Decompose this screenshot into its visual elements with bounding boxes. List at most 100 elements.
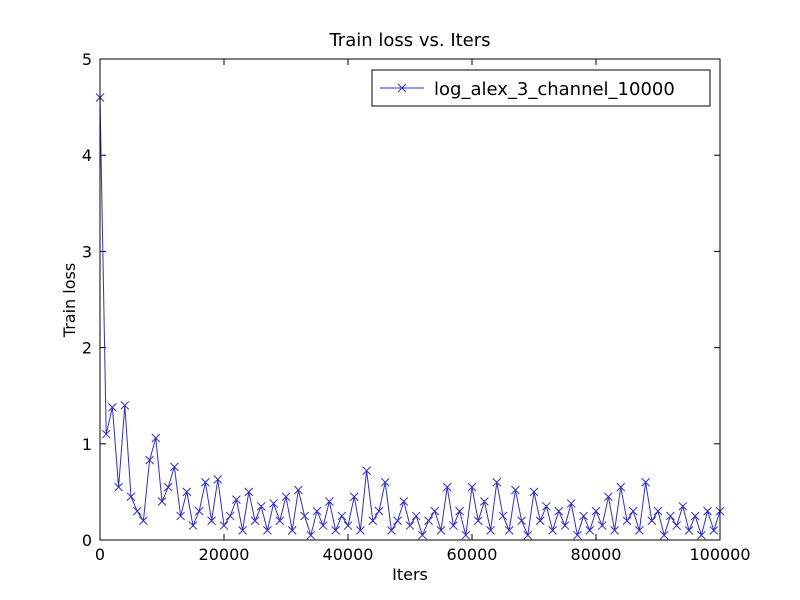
- legend-label: log_alex_3_channel_10000: [434, 79, 675, 100]
- marker: [387, 526, 396, 535]
- marker: [653, 506, 663, 516]
- y-tick-label: 4: [82, 146, 92, 165]
- marker: [616, 482, 626, 492]
- marker: [275, 516, 285, 526]
- marker: [449, 521, 458, 530]
- marker: [269, 499, 278, 508]
- marker: [535, 516, 545, 526]
- marker: [604, 492, 613, 502]
- y-tick-label: 1: [82, 435, 92, 454]
- y-tick-label: 2: [82, 339, 92, 358]
- marker: [201, 477, 210, 487]
- marker: [672, 521, 681, 530]
- marker: [182, 487, 192, 497]
- marker: [368, 516, 378, 526]
- marker: [114, 482, 123, 492]
- marker: [511, 485, 520, 495]
- marker: [194, 506, 204, 516]
- marker: [207, 516, 216, 526]
- marker: [349, 492, 359, 502]
- marker: [244, 487, 254, 497]
- marker: [566, 499, 576, 508]
- marker: [430, 506, 440, 516]
- marker: [362, 466, 371, 476]
- marker: [442, 482, 452, 492]
- x-tick-label: 20000: [199, 545, 250, 564]
- marker: [690, 511, 700, 521]
- marker: [628, 506, 638, 516]
- marker: [120, 400, 130, 410]
- marker: [157, 497, 167, 506]
- marker: [238, 526, 247, 535]
- marker: [697, 530, 706, 540]
- marker: [405, 521, 415, 530]
- plot-frame: [99, 58, 721, 541]
- marker: [411, 511, 421, 521]
- marker: [145, 455, 154, 465]
- x-tick-label: 80000: [571, 545, 622, 564]
- marker: [554, 506, 564, 516]
- chart-title: Train loss vs. Iters: [328, 30, 490, 51]
- marker: [126, 492, 136, 502]
- marker: [529, 487, 539, 497]
- marker: [709, 526, 719, 535]
- marker: [176, 511, 185, 521]
- marker: [132, 506, 142, 516]
- marker: [635, 526, 644, 535]
- marker: [170, 462, 179, 472]
- x-tick-label: 100000: [689, 545, 750, 564]
- marker: [250, 516, 260, 526]
- marker: [343, 521, 353, 530]
- marker: [461, 530, 471, 540]
- marker: [213, 475, 223, 484]
- marker: [579, 511, 588, 521]
- x-tick-label: 0: [95, 545, 105, 564]
- marker: [188, 521, 198, 530]
- marker: [659, 530, 669, 540]
- marker: [560, 521, 570, 530]
- x-axis-label: Iters: [392, 565, 428, 584]
- marker: [374, 506, 384, 516]
- marker: [232, 495, 241, 504]
- marker: [256, 501, 266, 511]
- marker: [573, 530, 582, 540]
- marker: [399, 497, 409, 506]
- marker: [151, 433, 161, 443]
- marker: [325, 497, 334, 506]
- marker: [684, 526, 694, 535]
- y-tick-label: 3: [82, 242, 92, 261]
- marker: [641, 477, 650, 487]
- marker: [492, 477, 502, 487]
- marker: [597, 521, 607, 530]
- marker: [294, 485, 303, 495]
- marker: [101, 429, 111, 439]
- marker: [356, 526, 365, 535]
- marker: [647, 516, 657, 526]
- marker: [397, 83, 407, 93]
- marker: [139, 516, 148, 526]
- marker: [585, 526, 595, 535]
- marker: [666, 511, 675, 521]
- marker: [108, 402, 117, 412]
- marker: [523, 530, 533, 540]
- x-tick-label: 60000: [447, 545, 498, 564]
- marker: [591, 506, 601, 516]
- marker: [306, 530, 316, 540]
- marker: [498, 511, 508, 521]
- marker: [393, 516, 402, 526]
- marker: [703, 506, 712, 516]
- marker: [281, 492, 291, 502]
- marker: [622, 516, 632, 526]
- marker: [263, 526, 272, 535]
- marker: [331, 526, 340, 535]
- marker: [486, 526, 495, 535]
- marker: [312, 506, 322, 516]
- marker: [287, 526, 297, 535]
- marker: [610, 526, 619, 535]
- marker: [467, 482, 477, 492]
- marker: [424, 516, 433, 526]
- markers: [95, 93, 725, 540]
- marker: [517, 516, 526, 526]
- marker: [480, 497, 489, 506]
